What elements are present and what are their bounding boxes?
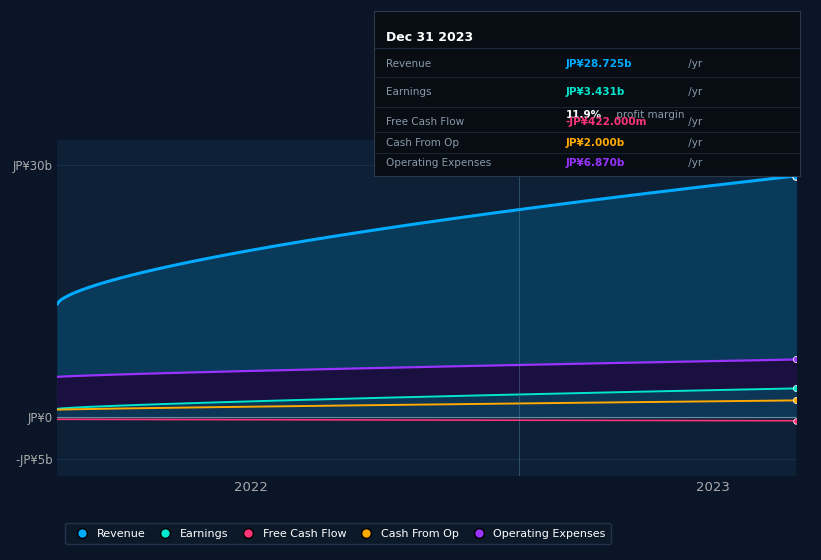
Text: Revenue: Revenue <box>387 59 432 69</box>
Text: /yr: /yr <box>686 138 703 148</box>
Text: 11.9%: 11.9% <box>566 110 602 120</box>
Text: JP¥6.870b: JP¥6.870b <box>566 158 625 168</box>
Text: Cash From Op: Cash From Op <box>387 138 460 148</box>
Text: /yr: /yr <box>686 59 703 69</box>
Text: JP¥3.431b: JP¥3.431b <box>566 87 625 97</box>
Text: JP¥28.725b: JP¥28.725b <box>566 59 632 69</box>
Text: -JP¥422.000m: -JP¥422.000m <box>566 117 647 127</box>
Text: Free Cash Flow: Free Cash Flow <box>387 117 465 127</box>
Text: /yr: /yr <box>686 158 703 168</box>
Text: Operating Expenses: Operating Expenses <box>387 158 492 168</box>
Text: JP¥2.000b: JP¥2.000b <box>566 138 625 148</box>
Text: /yr: /yr <box>686 87 703 97</box>
Legend: Revenue, Earnings, Free Cash Flow, Cash From Op, Operating Expenses: Revenue, Earnings, Free Cash Flow, Cash … <box>66 523 611 544</box>
Text: /yr: /yr <box>686 117 703 127</box>
Text: Earnings: Earnings <box>387 87 432 97</box>
Text: Dec 31 2023: Dec 31 2023 <box>387 31 474 44</box>
Text: profit margin: profit margin <box>612 110 684 120</box>
